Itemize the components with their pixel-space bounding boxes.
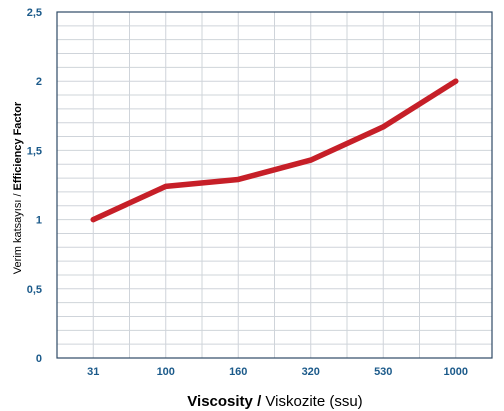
data-point: [380, 124, 386, 130]
x-tick-label: 530: [374, 366, 392, 378]
x-axis-title-secondary: Viskozite (ssu): [265, 393, 362, 410]
y-tick-label: 0,5: [27, 284, 42, 296]
plot-border: [56, 11, 493, 359]
x-tick-label: 160: [229, 366, 247, 378]
series-line: [90, 78, 459, 223]
x-axis-ticks: 31 100 160 320 530 1000: [87, 366, 468, 378]
data-point: [90, 217, 96, 223]
y-tick-label: 2: [36, 76, 42, 88]
x-tick-label: 100: [157, 366, 175, 378]
y-tick-label: 1: [36, 215, 42, 227]
y-axis-title-primary: Efficiency Factor: [12, 101, 24, 190]
plot-frame: [56, 11, 493, 359]
series-group: [90, 78, 459, 223]
y-tick-label: 1,5: [27, 145, 42, 157]
data-point: [163, 183, 169, 189]
x-tick-label: 1000: [444, 366, 468, 378]
x-tick-label: 320: [302, 366, 320, 378]
data-point: [308, 157, 314, 163]
data-point: [453, 78, 459, 84]
grid: [57, 12, 492, 358]
y-axis-ticks: 0 0,5 1 1,5 2 2,5: [27, 7, 42, 365]
y-axis-title-secondary: Verim katsayısı /: [12, 190, 24, 274]
y-axis-title: Verim katsayısı / Efficiency Factor: [12, 101, 24, 274]
x-tick-label: 31: [87, 366, 99, 378]
x-axis-title-primary: Viscosity: [187, 393, 253, 410]
data-point: [235, 176, 241, 183]
y-tick-label: 0: [36, 353, 42, 365]
y-tick-label: 2,5: [27, 7, 42, 19]
x-axis-title-separator: /: [253, 393, 266, 410]
x-axis-title: Viscosity / Viskozite (ssu): [187, 393, 362, 410]
